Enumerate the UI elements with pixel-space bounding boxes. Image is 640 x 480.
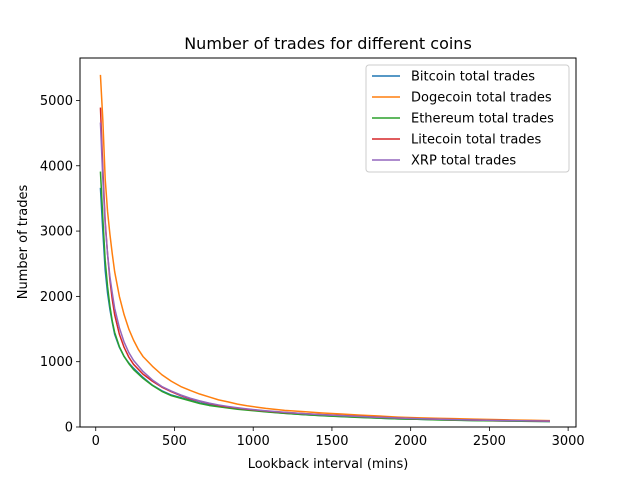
- y-tick-label: 5000: [40, 94, 73, 109]
- chart-title: Number of trades for different coins: [184, 34, 472, 53]
- x-axis-title: Lookback interval (mins): [248, 457, 409, 472]
- legend-label-4: XRP total trades: [411, 154, 516, 169]
- legend-label-1: Dogecoin total trades: [411, 91, 552, 106]
- series-line-2: [99, 171, 550, 423]
- series-line-1: [99, 74, 550, 422]
- y-tick-label: 3000: [40, 225, 73, 240]
- series-line-4: [99, 122, 550, 422]
- x-tick-label: 2500: [473, 434, 506, 449]
- x-tick-label: 2000: [394, 434, 427, 449]
- y-axis-title: Number of trades: [16, 185, 31, 300]
- legend: Bitcoin total trades Dogecoin total trade…: [365, 64, 570, 173]
- x-tick-label: 3000: [552, 434, 585, 449]
- y-axis: 0 1000 2000 3000 4000 5000: [40, 94, 80, 436]
- series-line-0: [99, 187, 550, 423]
- y-tick-label: 4000: [40, 159, 73, 174]
- y-tick-label: 2000: [40, 290, 73, 305]
- x-tick-label: 1000: [237, 434, 270, 449]
- plot-lines: [99, 74, 550, 423]
- legend-label-3: Litecoin total trades: [411, 133, 542, 148]
- x-tick-label: 0: [92, 434, 100, 449]
- x-axis: 0 500 1000 1500 2000 2500 3000: [92, 427, 585, 449]
- y-tick-label: 0: [65, 421, 73, 436]
- legend-label-0: Bitcoin total trades: [411, 70, 535, 85]
- plot-frame: [79, 57, 577, 428]
- legend-box: [365, 64, 570, 173]
- x-tick-label: 500: [162, 434, 187, 449]
- legend-label-2: Ethereum total trades: [411, 112, 554, 127]
- y-tick-label: 1000: [40, 355, 73, 370]
- x-tick-label: 1500: [315, 434, 348, 449]
